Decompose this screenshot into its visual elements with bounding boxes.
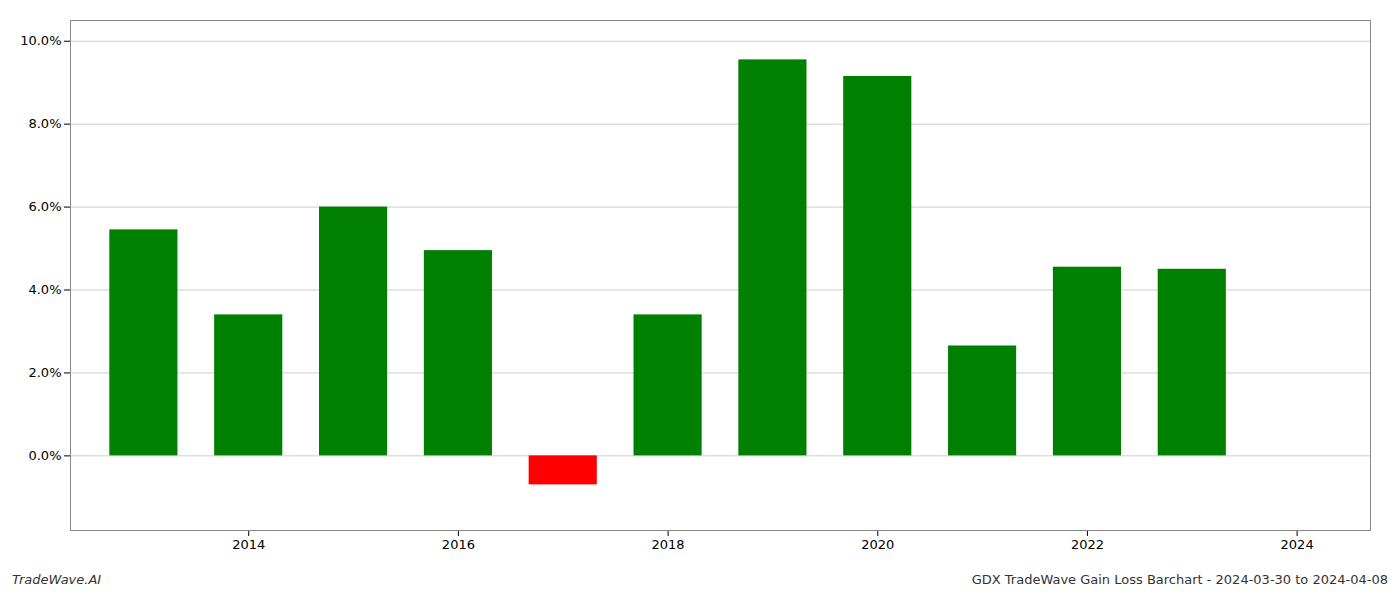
svg-text:2020: 2020 xyxy=(861,537,894,552)
html-text:TradeWave.AI: TradeWave.AI xyxy=(12,572,102,587)
svg-text:2014: 2014 xyxy=(232,537,265,552)
svg-text:2.0%: 2.0% xyxy=(28,365,61,380)
svg-text:2016: 2016 xyxy=(442,537,475,552)
svg-text:2024: 2024 xyxy=(1281,537,1314,552)
svg-text:2018: 2018 xyxy=(652,537,685,552)
svg-text:0.0%: 0.0% xyxy=(28,448,61,463)
svg-text:6.0%: 6.0% xyxy=(28,199,61,214)
svg-text:8.0%: 8.0% xyxy=(28,116,61,131)
html-text:GDX TradeWave Gain Loss Barcha: GDX TradeWave Gain Loss Barchart - 2024-… xyxy=(971,572,1388,587)
svg-text:2022: 2022 xyxy=(1071,537,1104,552)
svg-text:10.0%: 10.0% xyxy=(20,33,61,48)
svg-text:4.0%: 4.0% xyxy=(28,282,61,297)
